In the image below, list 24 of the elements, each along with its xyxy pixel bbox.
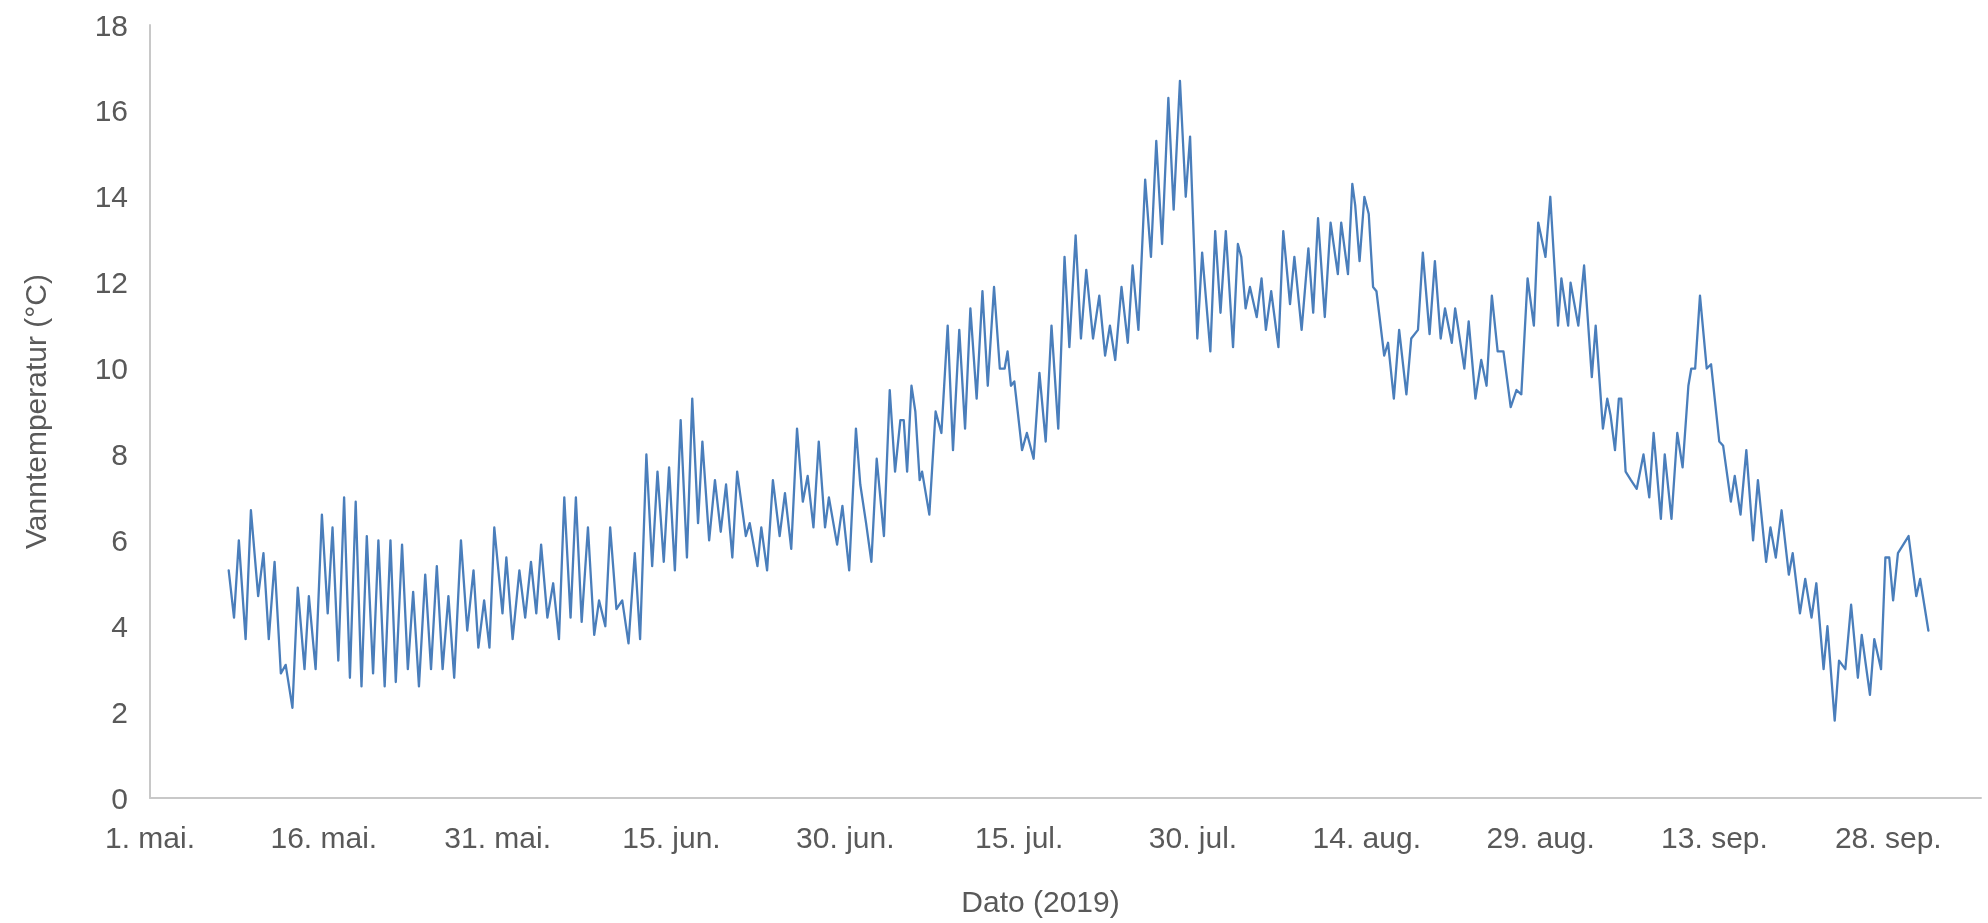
line-series [227, 79, 1930, 722]
y-tick-label: 4 [111, 609, 128, 643]
x-tick-label: 15. jul. [974, 820, 1064, 854]
x-tick-label: 29. aug. [1486, 820, 1595, 854]
x-axis-title: Dato (2019) [961, 884, 1120, 918]
x-tick-label: 31. mai. [444, 820, 552, 854]
y-tick-label: 18 [94, 8, 128, 42]
y-tick-label: 8 [111, 437, 128, 471]
x-tick-label: 14. aug. [1312, 820, 1422, 854]
y-tick-label: 10 [94, 352, 128, 386]
x-tick-label: 13. sep. [1661, 820, 1768, 854]
x-tick-label: 15. jun. [622, 820, 721, 854]
y-tick-label: 6 [111, 523, 128, 557]
x-tick-label: 1. mai. [104, 820, 196, 854]
y-tick-label: 14 [94, 180, 128, 214]
x-tick-label: 16. mai. [270, 820, 378, 854]
y-tick-label: 2 [111, 695, 128, 729]
y-tick-label: 12 [94, 266, 128, 300]
x-tick-label: 30. jun. [796, 820, 895, 854]
y-tick-label: 0 [111, 781, 128, 815]
y-axis-title: Vanntemperatur (°C) [18, 274, 52, 549]
x-tick-label: 28. sep. [1834, 820, 1942, 854]
x-tick-label: 30. jul. [1148, 820, 1238, 854]
y-tick-label: 16 [94, 94, 128, 128]
